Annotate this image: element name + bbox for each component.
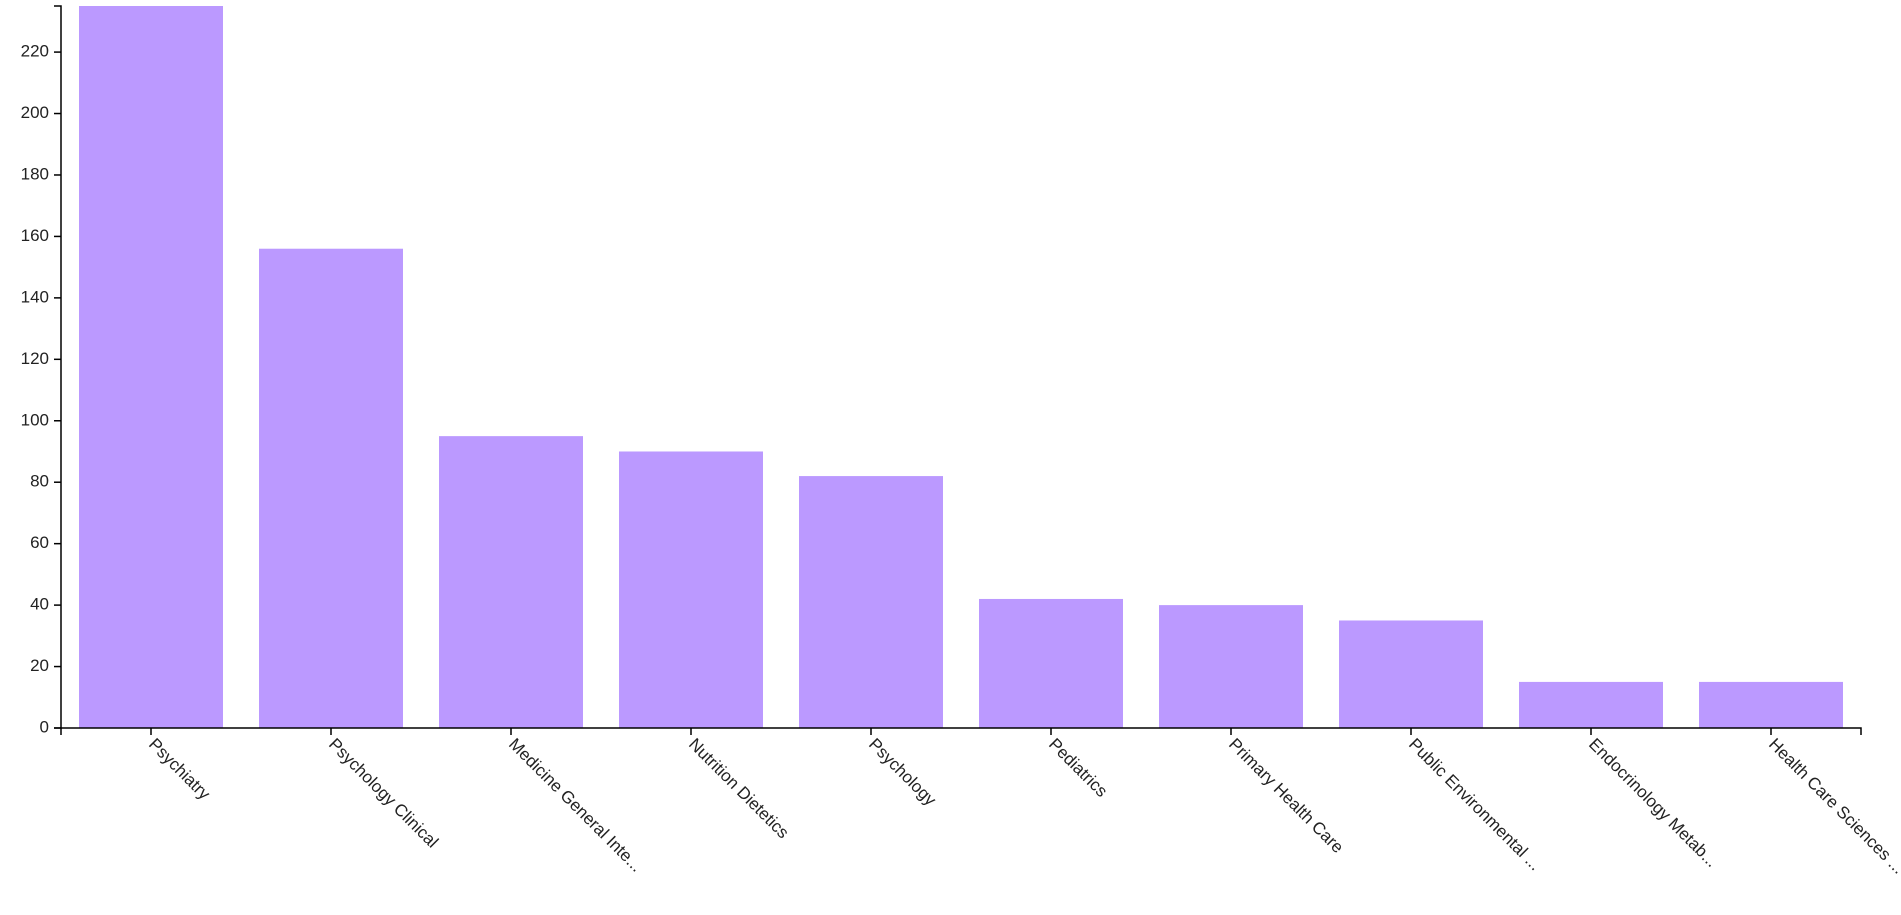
- x-tick-label: Health Care Sciences ...: [1765, 735, 1901, 878]
- x-axis: [60, 727, 1862, 735]
- bar: [79, 6, 223, 728]
- y-tick-label: 80: [30, 472, 49, 491]
- y-tick-label: 60: [30, 533, 49, 552]
- bar: [799, 476, 943, 728]
- x-tick-label: Psychology: [865, 735, 940, 810]
- x-tick-label: Medicine General Inte...: [505, 735, 646, 876]
- y-tick-label: 200: [21, 103, 49, 122]
- y-tick-label: 140: [21, 287, 49, 306]
- y-tick-label: 180: [21, 164, 49, 183]
- x-tick-label: Public Environmental ...: [1405, 735, 1545, 875]
- x-tick-label: Psychology Clinical: [325, 735, 442, 852]
- y-tick-label: 220: [21, 42, 49, 61]
- bar: [439, 436, 583, 728]
- bar: [1339, 620, 1483, 728]
- bar: [619, 451, 763, 728]
- x-tick-label: Pediatrics: [1045, 735, 1111, 801]
- x-tick-label: Endocrinology Metab...: [1585, 735, 1721, 871]
- y-tick-label: 0: [40, 717, 49, 736]
- bar: [1159, 605, 1303, 728]
- bar: [979, 598, 1123, 728]
- y-tick-label: 160: [21, 226, 49, 245]
- bar: [259, 248, 403, 728]
- y-tick-label: 40: [30, 595, 49, 614]
- bar: [1519, 681, 1663, 728]
- bar: [1699, 681, 1843, 728]
- y-tick-label: 100: [21, 410, 49, 429]
- x-tick-label: Psychiatry: [145, 735, 214, 804]
- x-tick-label: Nutrition Dietetics: [685, 735, 793, 843]
- y-axis: [54, 5, 62, 729]
- y-tick-label: 20: [30, 656, 49, 675]
- y-tick-label: 120: [21, 349, 49, 368]
- x-tick-label: Primary Health Care: [1225, 735, 1347, 857]
